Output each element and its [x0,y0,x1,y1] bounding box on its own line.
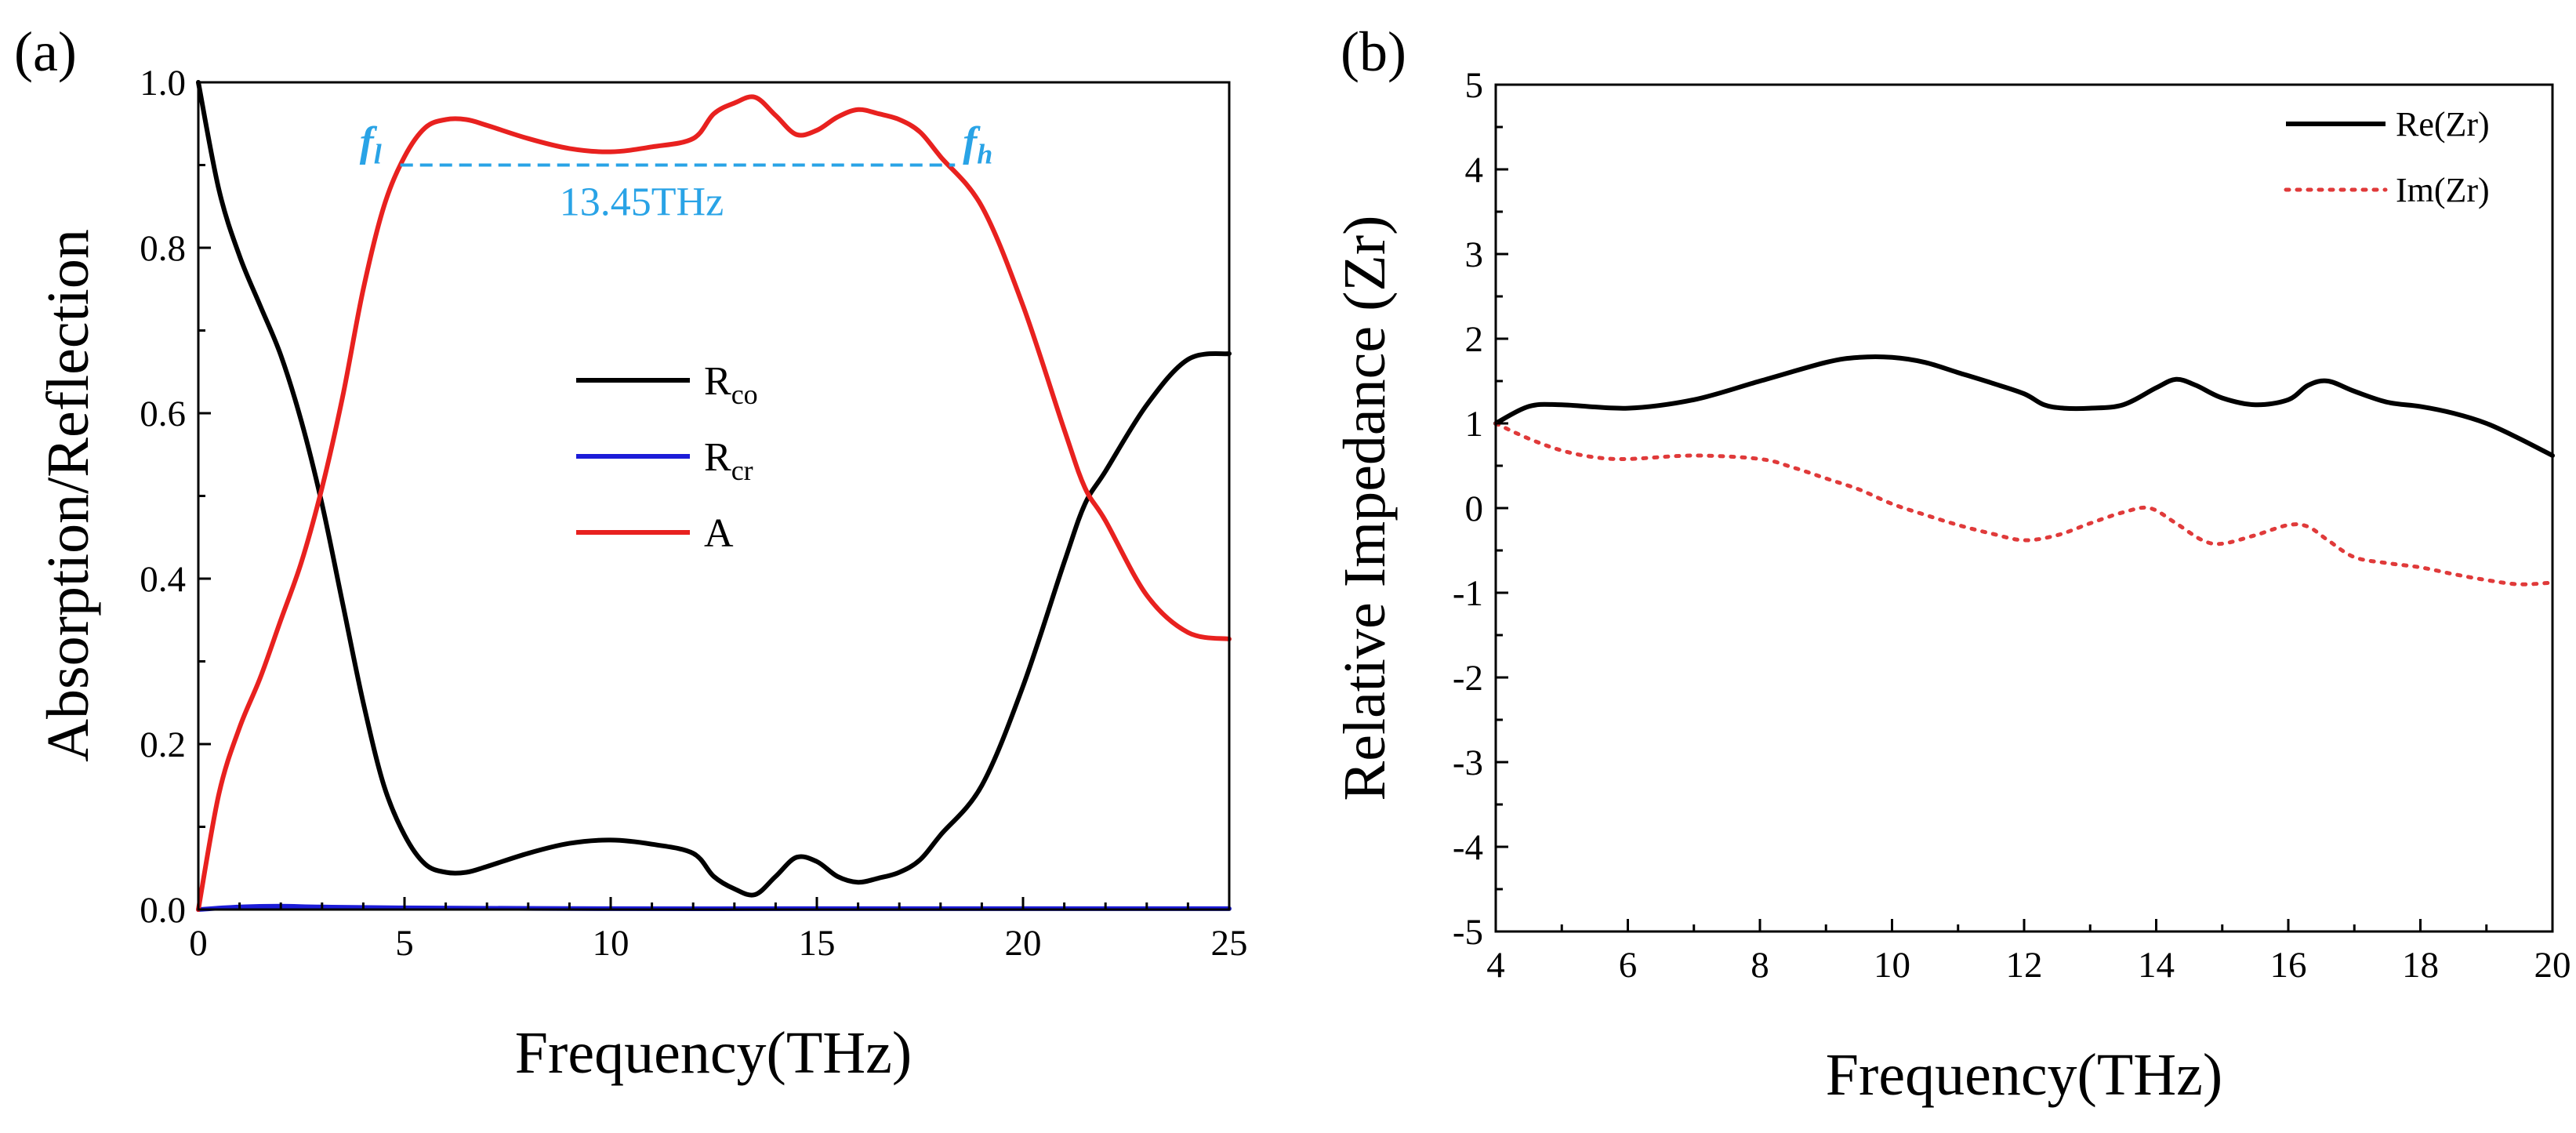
legend-label-sub: cr [731,455,753,486]
x-tick-label: 8 [1751,945,1769,986]
f-high-sub: h [977,139,992,170]
f-low-main: f [360,118,378,165]
panel-b-legend: Re(Zr) Im(Zr) [2284,105,2490,209]
legend-label-rcr: Rcr [704,435,753,486]
x-tick-label: 16 [2270,945,2307,986]
x-tick-label: 20 [2534,945,2571,986]
x-tick-label: 5 [395,923,414,964]
legend-label-main: R [704,359,731,404]
y-tick-label: -4 [1453,827,1483,868]
y-tick-label: 0.6 [140,394,186,434]
x-tick-label: 10 [1874,945,1910,986]
legend-label-main: R [704,435,731,480]
y-tick-label: 1 [1465,404,1484,445]
x-tick-label: 10 [593,923,629,964]
y-tick-label: 0 [1465,488,1484,529]
legend-label: Re(Zr) [2396,105,2490,143]
legend-label-rco: Rco [704,359,758,410]
y-tick-label: 0.2 [140,724,186,765]
x-tick-label: 15 [799,923,836,964]
y-tick-label: -3 [1453,743,1483,783]
y-tick-label: 4 [1465,150,1484,191]
legend-label-sub: co [731,379,758,410]
panel-b-x-axis-title: Frequency(THz) [1826,1042,2222,1108]
y-tick-label: 0.8 [140,228,186,269]
y-tick-label: 5 [1465,65,1484,106]
x-tick-label: 4 [1486,945,1505,986]
legend-label: Im(Zr) [2396,171,2490,209]
panel-a-label: (a) [14,20,77,83]
x-tick-label: 25 [1211,923,1248,964]
f-low-label: fl [360,118,382,170]
x-tick-label: 0 [189,923,208,964]
y-tick-label: -5 [1453,912,1483,953]
y-tick-label: 0.0 [140,890,186,931]
y-tick-label: 3 [1465,234,1484,275]
series-line-rco [196,80,1232,898]
bandwidth-text: 13.45THz [560,180,724,225]
x-tick-label: 14 [2138,945,2175,986]
panel-b-y-axis-title: Relative Impedance (Zr) [1332,216,1398,801]
series-line-re-zr [1493,354,2555,458]
panel-b-label: (b) [1341,20,1406,83]
x-tick-label: 6 [1619,945,1638,986]
series-line-im-zr [1493,421,2555,586]
panel-b-series [1493,354,2555,586]
x-tick-label: 20 [1005,923,1042,964]
series-line-a [196,94,1232,912]
y-tick-label: -2 [1453,658,1483,699]
panel-a-y-axis-title: Absorption/Reflection [35,229,101,762]
panel-a-ticks: 0 5 10 15 20 25 0.0 0.2 0.4 0.6 0.8 1.0 [140,63,1247,964]
f-low-sub: l [374,139,382,170]
f-high-main: f [963,118,981,165]
x-tick-label: 18 [2402,945,2439,986]
y-tick-label: -1 [1453,573,1483,614]
f-high-label: fh [963,118,992,170]
x-tick-label: 12 [2006,945,2043,986]
y-tick-label: 1.0 [140,63,186,103]
y-tick-label: 0.4 [140,559,186,600]
panel-b-frame [1494,83,2554,933]
y-tick-label: 2 [1465,319,1484,360]
legend-label-main: A [704,511,734,556]
legend-label-a: A [704,511,734,556]
panel-a-x-axis-title: Frequency(THz) [515,1020,912,1086]
